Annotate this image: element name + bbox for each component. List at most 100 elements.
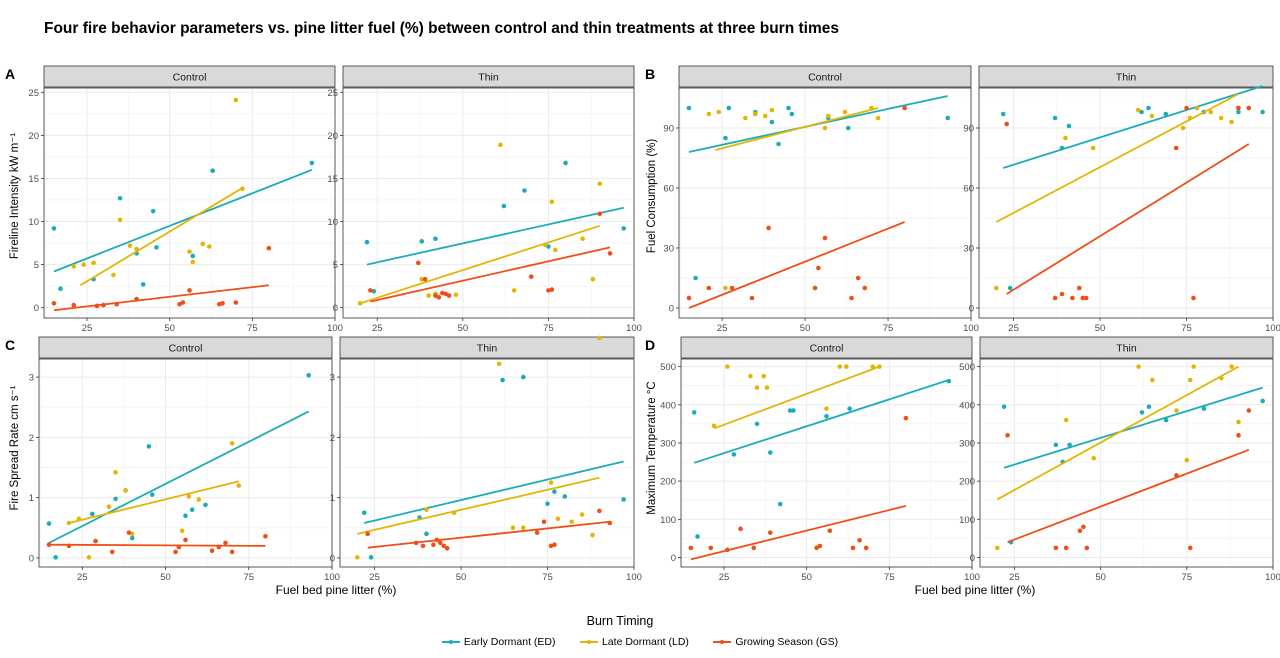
data-point-ld <box>111 272 116 278</box>
data-point-gs <box>688 545 694 551</box>
data-point-ld <box>875 115 881 121</box>
data-point-ld <box>426 293 431 298</box>
y-tick-label: 0 <box>330 553 335 564</box>
series-gs-b-control <box>686 105 907 309</box>
data-point-gs <box>444 546 450 551</box>
y-tick-label: 10 <box>28 217 39 228</box>
facet-strip-label-d-thin: Thin <box>1116 343 1137 355</box>
data-point-ld <box>179 528 185 534</box>
data-point-gs <box>1246 408 1252 413</box>
data-point-gs <box>1084 545 1090 551</box>
data-point-ed <box>1163 111 1169 117</box>
facet-c-thin: Thin 0 1 2 3 25 50 75 100 <box>330 335 642 583</box>
plot-border-b-thin <box>978 87 1274 319</box>
fit-line-ld <box>713 365 880 430</box>
series-ld-a-control <box>71 97 245 287</box>
y-tick-label: 200 <box>959 477 975 488</box>
panel-letter-d: D <box>645 337 655 353</box>
data-point-ed <box>787 408 793 413</box>
data-point-ld <box>1150 377 1155 383</box>
data-point-ed <box>424 531 429 537</box>
y-axis-label-b: Fuel Consumption (%) <box>646 139 658 254</box>
data-point-gs <box>552 542 557 547</box>
x-tick-label: 75 <box>543 323 554 334</box>
legend-title: Burn Timing <box>586 614 654 628</box>
data-point-gs <box>766 225 771 231</box>
data-point-ed <box>731 452 737 457</box>
data-point-ed <box>1053 442 1059 448</box>
data-point-gs <box>822 235 828 241</box>
data-point-ed <box>791 408 796 413</box>
data-point-ld <box>496 361 502 367</box>
y-tick-label: 10 <box>327 217 338 228</box>
data-point-ed <box>1163 417 1169 423</box>
data-point-gs <box>223 540 228 546</box>
data-point-ed <box>190 253 196 259</box>
data-point-ed <box>1236 109 1241 115</box>
data-point-gs <box>233 300 239 305</box>
data-point-ed <box>847 406 852 411</box>
data-point-gs <box>548 543 554 549</box>
data-point-ed <box>89 511 95 517</box>
data-point-ld <box>186 494 192 499</box>
data-point-ed <box>1000 111 1006 117</box>
fit-line-ld <box>715 107 879 151</box>
fit-line-ed <box>53 168 313 273</box>
data-point-ed <box>113 496 118 502</box>
grid-a-thin <box>343 88 635 318</box>
data-point-ed <box>563 160 568 166</box>
data-point-ed <box>776 141 781 147</box>
plot-border-c-control <box>38 358 333 568</box>
data-point-ed <box>433 236 438 242</box>
data-point-ed <box>546 244 551 249</box>
data-point-ld <box>552 247 558 253</box>
data-point-gs <box>706 285 712 291</box>
y-tick-label: 500 <box>959 362 975 373</box>
facet-strip-a-thin <box>342 65 635 88</box>
data-point-ed <box>309 160 315 166</box>
fit-line-ld <box>359 224 601 305</box>
data-point-gs <box>749 295 755 301</box>
data-point-ld <box>994 545 1000 551</box>
data-point-gs <box>541 519 547 525</box>
series-gs-c-thin <box>365 508 613 551</box>
series-gs-a-thin <box>368 211 613 303</box>
data-point-gs <box>597 508 602 514</box>
data-point-ld <box>200 241 206 247</box>
data-point-gs <box>1004 121 1009 127</box>
y-tick-label: 0 <box>29 553 34 564</box>
data-point-ed <box>1066 123 1072 129</box>
data-point-ld <box>716 109 722 115</box>
data-point-ld <box>1236 419 1241 425</box>
data-point-gs <box>173 549 178 555</box>
data-point-gs <box>1080 295 1086 301</box>
series-gs-b-thin <box>1004 105 1252 301</box>
data-point-ed <box>1146 404 1152 410</box>
y-tick-label: 300 <box>660 438 676 449</box>
data-point-gs <box>1187 545 1193 551</box>
data-point-ed <box>521 374 526 380</box>
facet-strip-a-control <box>43 65 336 88</box>
data-point-ed <box>368 555 374 560</box>
facet-b-control: Control 0 30 60 90 25 50 75 100 <box>663 65 979 334</box>
data-point-ld <box>106 504 112 510</box>
facet-strip-c-control <box>38 336 333 359</box>
data-point-gs <box>902 105 907 111</box>
panel-letter-b: B <box>645 66 655 82</box>
data-point-ed <box>789 111 795 117</box>
plot-border-a-thin <box>342 87 635 319</box>
series-gs-d-control <box>688 415 909 561</box>
fit-line-ed <box>1003 386 1263 469</box>
series-ed-b-thin <box>1000 85 1265 291</box>
fit-line-ld <box>79 187 243 287</box>
x-tick-label: 100 <box>1265 572 1280 583</box>
data-point-gs <box>436 295 442 300</box>
data-point-gs <box>183 537 188 543</box>
data-point-gs <box>441 543 447 549</box>
data-point-ld <box>229 441 235 446</box>
x-tick-label: 100 <box>327 323 343 334</box>
data-point-gs <box>109 549 115 555</box>
grid-b-control <box>679 88 972 318</box>
